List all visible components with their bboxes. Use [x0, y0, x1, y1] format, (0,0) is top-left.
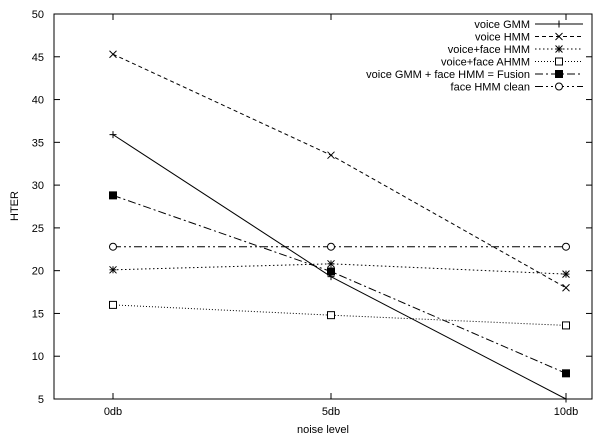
legend-entry: voice HMM [475, 32, 583, 44]
series-3 [109, 259, 570, 278]
data-point [327, 267, 335, 276]
series-2 [109, 50, 570, 292]
y-tick-label: 25 [32, 223, 44, 235]
legend-label: voice+face AHMM [441, 57, 530, 69]
y-tick-label: 30 [32, 180, 44, 192]
x-axis-label: noise level [297, 424, 349, 436]
plot-area-frame [53, 13, 593, 400]
data-point [109, 50, 117, 59]
data-point [562, 369, 570, 378]
legend-label: voice HMM [475, 32, 530, 44]
series-1 [109, 131, 570, 403]
data-point [562, 395, 570, 403]
data-point [109, 131, 117, 139]
data-point [562, 270, 570, 278]
legend-label: voice GMM [474, 19, 530, 31]
legend-entry: voice+face AHMM [441, 57, 583, 69]
series-line [112, 134, 567, 400]
series-5 [109, 191, 570, 378]
series-6 [109, 242, 570, 251]
data-point [327, 151, 335, 160]
data-point [562, 242, 570, 251]
legend-marker [555, 32, 563, 41]
data-point [562, 283, 570, 292]
legend-marker [555, 82, 563, 91]
y-tick-label: 15 [32, 308, 44, 320]
y-tick-label: 45 [32, 52, 44, 64]
data-point [327, 311, 335, 320]
y-tick-label: 10 [32, 351, 44, 363]
data-point [327, 259, 335, 268]
data-point [109, 265, 117, 274]
legend-marker [555, 57, 563, 66]
legend-entry: voice GMM + face HMM = Fusion [366, 69, 583, 81]
data-point [109, 300, 117, 309]
y-axis-ticks: 5 10 15 20 25 30 35 40 45 50 [32, 9, 592, 406]
data-point [109, 242, 117, 251]
legend-entry: voice+face HMM [448, 44, 583, 56]
legend-label: voice+face HMM [448, 44, 530, 56]
legend-marker [555, 70, 563, 78]
legend-label: voice GMM + face HMM = Fusion [366, 69, 530, 81]
x-tick-label: 10db [554, 406, 578, 418]
y-tick-label: 20 [32, 266, 44, 278]
y-tick-label: 50 [32, 9, 44, 21]
y-tick-label: 35 [32, 137, 44, 149]
data-point [109, 191, 117, 200]
series-line [112, 304, 567, 326]
x-tick-label: 5db [322, 406, 340, 418]
data-point [562, 321, 570, 330]
y-tick-label: 40 [32, 95, 44, 107]
legend-marker [555, 45, 563, 53]
y-axis-label: HTER [9, 191, 21, 221]
series-4 [109, 300, 570, 330]
series-line [112, 263, 567, 275]
data-point [327, 242, 335, 251]
legend-label: face HMM clean [451, 82, 530, 94]
y-tick-label: 5 [38, 394, 44, 406]
x-axis-ticks: 0db 5db 10db [104, 14, 578, 418]
x-tick-label: 0db [104, 406, 122, 418]
series-line [112, 194, 567, 374]
legend-entry: voice GMM [474, 19, 583, 31]
legend-entry: face HMM clean [451, 82, 583, 94]
legend-marker [555, 20, 563, 28]
series-layer [109, 50, 570, 403]
